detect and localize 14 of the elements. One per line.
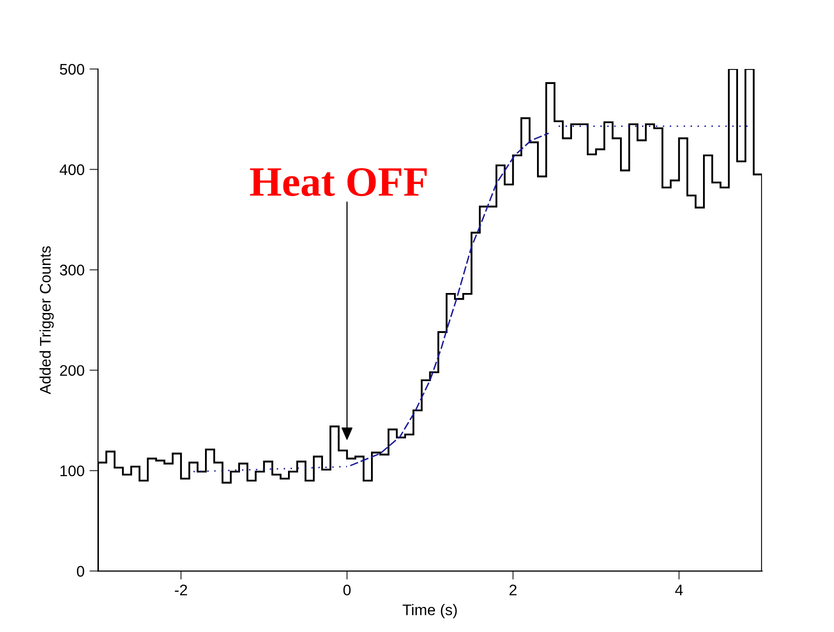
y-tick-label: 200: [60, 365, 84, 376]
x-tick-label: 4: [675, 584, 683, 596]
y-tick-label: 0: [76, 566, 84, 577]
line-series: [350, 132, 550, 466]
y-tick-label: 300: [60, 264, 84, 276]
y-tick-label: 400: [60, 164, 84, 176]
x-tick-label: 0: [343, 584, 351, 596]
y-axis-title: Added Trigger Counts: [40, 246, 54, 394]
x-tick-label: -2: [174, 584, 188, 596]
x-tick-label: 2: [510, 584, 516, 596]
annotation: Heat OFF: [250, 168, 427, 196]
y-tick-label: 500: [60, 64, 84, 75]
x-axis-title: Time (s): [402, 604, 457, 618]
y-tick-label: 100: [60, 465, 84, 476]
